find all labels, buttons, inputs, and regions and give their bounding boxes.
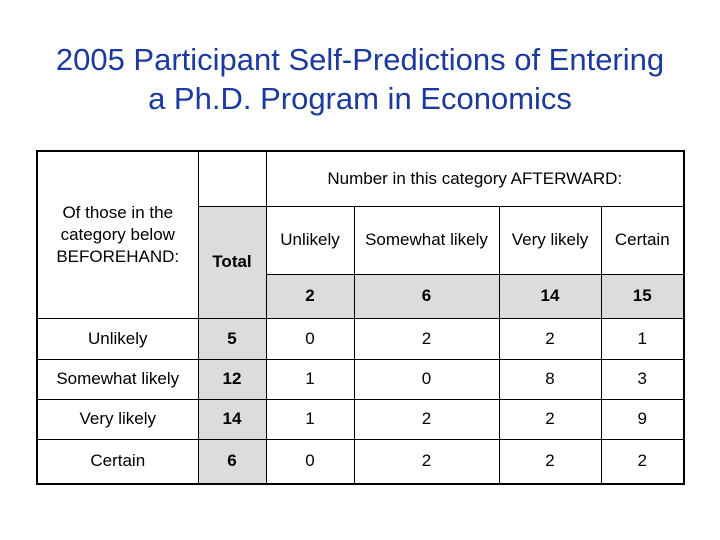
predictions-table: Of those in the category below BEFOREHAN…: [36, 150, 686, 485]
count-cell: 2: [353, 317, 500, 360]
table-row: Somewhat likely 12 1 0 8 3: [36, 358, 685, 400]
count-cell: 0: [353, 358, 500, 400]
slide-title-line-2: a Ph.D. Program in Economics: [148, 81, 572, 116]
total-column-header: Total: [197, 205, 267, 319]
count-cell: 2: [498, 398, 602, 440]
col-header-very-likely: Very likely: [498, 205, 602, 275]
afterward-total-cell: 15: [600, 273, 685, 319]
row-total-cell: 6: [197, 438, 267, 485]
table-row: Unlikely 5 0 2 2 1: [36, 317, 685, 360]
count-cell: 2: [600, 438, 685, 485]
count-cell: 8: [498, 358, 602, 400]
afterward-total-cell: 2: [265, 273, 355, 319]
count-cell: 2: [353, 438, 500, 485]
count-cell: 1: [265, 358, 355, 400]
slide-title: 2005 Participant Self-Predictions of Ent…: [0, 40, 720, 118]
count-cell: 1: [265, 398, 355, 440]
count-cell: 0: [265, 438, 355, 485]
table-row: Very likely 14 1 2 2 9: [36, 398, 685, 440]
count-cell: 9: [600, 398, 685, 440]
row-total-cell: 5: [197, 317, 267, 360]
slide-title-line-1: 2005 Participant Self-Predictions of Ent…: [55, 42, 665, 77]
col-header-unlikely: Unlikely: [265, 205, 355, 275]
afterward-header-cell: Number in this category AFTERWARD:: [265, 150, 685, 207]
row-label-unlikely: Unlikely: [36, 317, 199, 360]
afterward-total-cell: 6: [353, 273, 500, 319]
row-total-cell: 12: [197, 358, 267, 400]
col-header-somewhat-likely: Somewhat likely: [353, 205, 500, 275]
count-cell: 2: [353, 398, 500, 440]
count-cell: 1: [600, 317, 685, 360]
row-total-cell: 14: [197, 398, 267, 440]
blank-corner-cell: [197, 150, 267, 207]
table-row: Certain 6 0 2 2 2: [36, 438, 685, 485]
beforehand-label-cell: Of those in the category below BEFOREHAN…: [36, 150, 199, 319]
afterward-total-cell: 14: [498, 273, 602, 319]
count-cell: 3: [600, 358, 685, 400]
row-label-somewhat-likely: Somewhat likely: [36, 358, 199, 400]
count-cell: 0: [265, 317, 355, 360]
count-cell: 2: [498, 438, 602, 485]
count-cell: 2: [498, 317, 602, 360]
col-header-certain: Certain: [600, 205, 685, 275]
row-label-certain: Certain: [36, 438, 199, 485]
row-label-very-likely: Very likely: [36, 398, 199, 440]
